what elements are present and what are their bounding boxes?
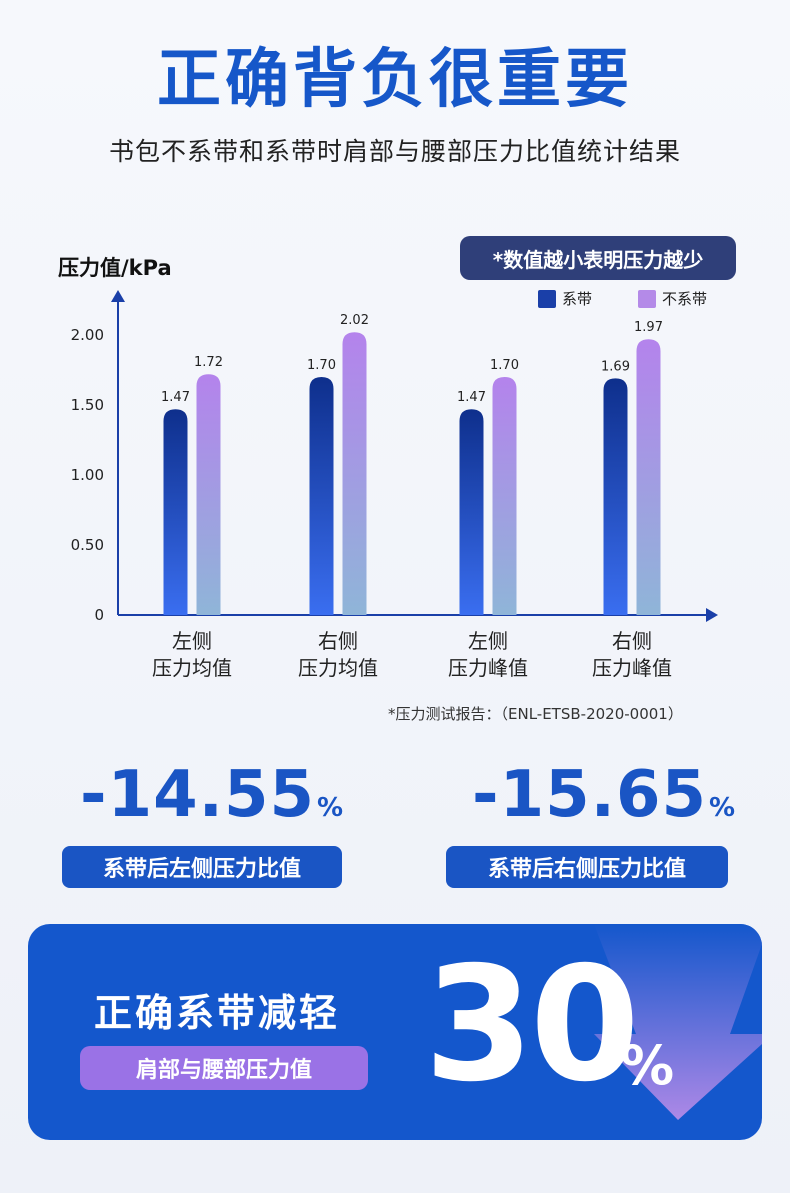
stat-right-unit: % [709,793,737,823]
chart-source-note: *压力测试报告：（ENL-ETSB-2020-0001） [388,705,683,723]
bar-value-label: 1.70 [490,358,519,373]
y-tick-label: 0 [94,606,104,624]
bar-unbelted-3 [636,339,661,615]
page-title: 正确背负很重要 [157,43,633,117]
bar-value-label: 1.70 [307,358,336,373]
x-category-label: 左侧 [172,629,212,653]
banner-unit: % [620,1034,675,1097]
legend-label-series-0: 系带 [562,290,593,308]
y-tick-label: 0.50 [71,536,104,554]
stat-right-label: 系带后右侧压力比值 [446,846,728,888]
bar-belted-1 [309,377,334,615]
bar-unbelted-2 [492,377,517,615]
y-axis-title: 压力值/kPa [58,256,172,280]
stat-left-value: -14.55% [80,758,344,832]
x-category-label: 左侧 [468,629,508,653]
banner-title: 正确系带减轻 [94,991,341,1035]
y-tick-label: 1.00 [71,466,104,484]
x-category-label: 右侧 [318,629,358,653]
chart-legend: 系带 不系带 [538,288,743,309]
bar-value-label: 1.47 [457,390,486,405]
legend-item-series-1: 不系带 [638,288,707,309]
summary-banner: 正确系带减轻 肩部与腰部压力值 30 % [28,924,762,1140]
page-subtitle: 书包不系带和系带时肩部与腰部压力比值统计结果 [108,137,681,166]
x-category-label: 右侧 [612,629,652,653]
bar-value-label: 1.69 [601,359,630,374]
x-category-label: 压力均值 [298,656,378,680]
bar-value-label: 1.47 [161,390,190,405]
stat-right-value: -15.65% [472,758,736,832]
x-category-label: 压力峰值 [592,656,672,680]
y-axis-arrow-icon [111,290,125,302]
legend-swatch-series-0 [538,289,556,308]
bar-unbelted-1 [342,332,367,615]
banner-number: 30 [424,933,640,1117]
legend-item-series-0: 系带 [538,288,592,309]
x-category-label: 压力峰值 [448,656,528,680]
bar-belted-3 [603,378,628,615]
stat-left-number: -14.55 [80,758,315,832]
banner-pill: 肩部与腰部压力值 [80,1046,368,1090]
x-axis-arrow-icon [706,608,718,622]
bar-belted-2 [459,409,484,615]
y-tick-label: 2.00 [71,326,104,344]
legend-swatch-series-1 [638,289,657,308]
bar-unbelted-0 [196,374,221,615]
x-category-label: 压力均值 [152,656,232,680]
note-badge: *数值越小表明压力越少 [460,236,736,280]
stat-left-label: 系带后左侧压力比值 [62,846,342,888]
stat-right-number: -15.65 [472,758,707,832]
bar-value-label: 1.72 [194,355,223,370]
stat-left-unit: % [317,793,345,823]
bar-value-label: 1.97 [634,320,663,335]
bar-belted-0 [163,409,188,615]
bar-value-label: 2.02 [340,313,369,328]
down-arrow-icon [594,924,762,1120]
legend-label-series-1: 不系带 [662,290,708,308]
y-tick-label: 1.50 [71,396,104,414]
